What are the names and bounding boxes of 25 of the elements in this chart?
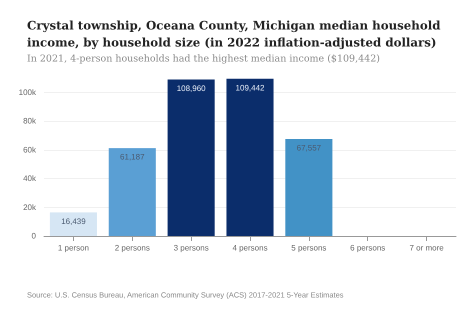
y-tick-label: 80k bbox=[23, 116, 37, 126]
y-tick-label: 100k bbox=[18, 88, 37, 97]
x-tick-label: 7 or more bbox=[409, 244, 444, 252]
data-label: 108,960 bbox=[176, 84, 206, 93]
bar bbox=[50, 212, 97, 236]
data-label: 67,557 bbox=[296, 143, 322, 152]
bar bbox=[108, 148, 156, 236]
bar bbox=[285, 138, 332, 236]
y-tick-label: 60k bbox=[23, 145, 37, 154]
x-tick-label: 3 persons bbox=[174, 244, 209, 252]
x-tick-label: 4 persons bbox=[232, 244, 268, 252]
x-tick-label: 2 persons bbox=[114, 244, 150, 252]
data-label: 16,439 bbox=[61, 216, 86, 226]
x-tick-label: 5 persons bbox=[291, 244, 326, 252]
y-tick-label: 0 bbox=[32, 232, 37, 240]
data-label: 61,187 bbox=[120, 152, 146, 162]
bar bbox=[226, 78, 274, 236]
bar bbox=[168, 79, 215, 236]
x-tick-label: 1 person bbox=[58, 244, 89, 252]
y-tick-label: 20k bbox=[23, 202, 37, 212]
data-label: 109,442 bbox=[236, 83, 266, 92]
chart-subtitle: In 2021, 4-person households had the highest median income ($109,442) bbox=[27, 54, 380, 64]
x-tick-label: 6 persons bbox=[350, 244, 386, 252]
y-tick-label: 40k bbox=[23, 174, 37, 184]
chart-title: Crystal township, Oceana County, Michigan median household income, by household size (in 2022 inflation-adjusted dollars) bbox=[27, 18, 445, 50]
